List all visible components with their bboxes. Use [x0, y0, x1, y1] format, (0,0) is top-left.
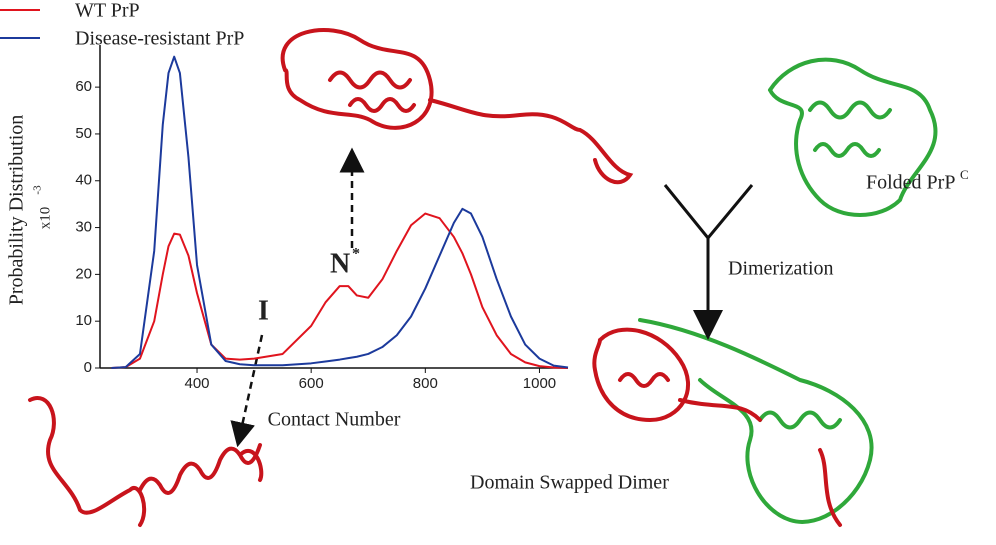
- label-folded-sup: C: [960, 167, 969, 182]
- protein-folded: [768, 57, 938, 217]
- y-tick-label: 40: [75, 172, 92, 189]
- data-line: [111, 55, 569, 369]
- label-dimerization: Dimerization: [728, 258, 834, 280]
- legend-label: WT PrP: [75, 0, 140, 22]
- label-folded: Folded PrP: [866, 172, 955, 194]
- y-tick-label: 50: [75, 125, 92, 142]
- y-tick-label: 30: [75, 219, 92, 236]
- legend-label: Disease-resistant PrP: [75, 28, 244, 50]
- label-nstar: N: [330, 248, 350, 279]
- protein-dimer: [592, 318, 874, 527]
- x-axis-label: Contact Number: [268, 409, 401, 431]
- x-tick-label: 400: [185, 375, 210, 392]
- y-axis-label: Probability Distribution: [6, 115, 28, 306]
- protein-nstar: [280, 28, 634, 185]
- arrow-dimerization: [663, 184, 754, 325]
- y-tick-label: 60: [75, 78, 92, 95]
- label-i: I: [258, 295, 269, 326]
- protein-i: [28, 396, 264, 527]
- arrow-i: [230, 334, 264, 448]
- y-tick-label: 0: [84, 359, 92, 376]
- y-scale-label: x10: [37, 207, 53, 230]
- x-tick-label: 600: [299, 375, 324, 392]
- y-tick-label: 10: [75, 312, 92, 329]
- data-line: [111, 212, 569, 369]
- y-scale-exponent: -3: [32, 185, 44, 195]
- x-tick-label: 800: [413, 375, 438, 392]
- label-dimer: Domain Swapped Dimer: [470, 472, 669, 494]
- y-tick-label: 20: [75, 265, 92, 282]
- x-tick-label: 1000: [523, 375, 556, 392]
- label-nstar-sup: *: [352, 246, 360, 263]
